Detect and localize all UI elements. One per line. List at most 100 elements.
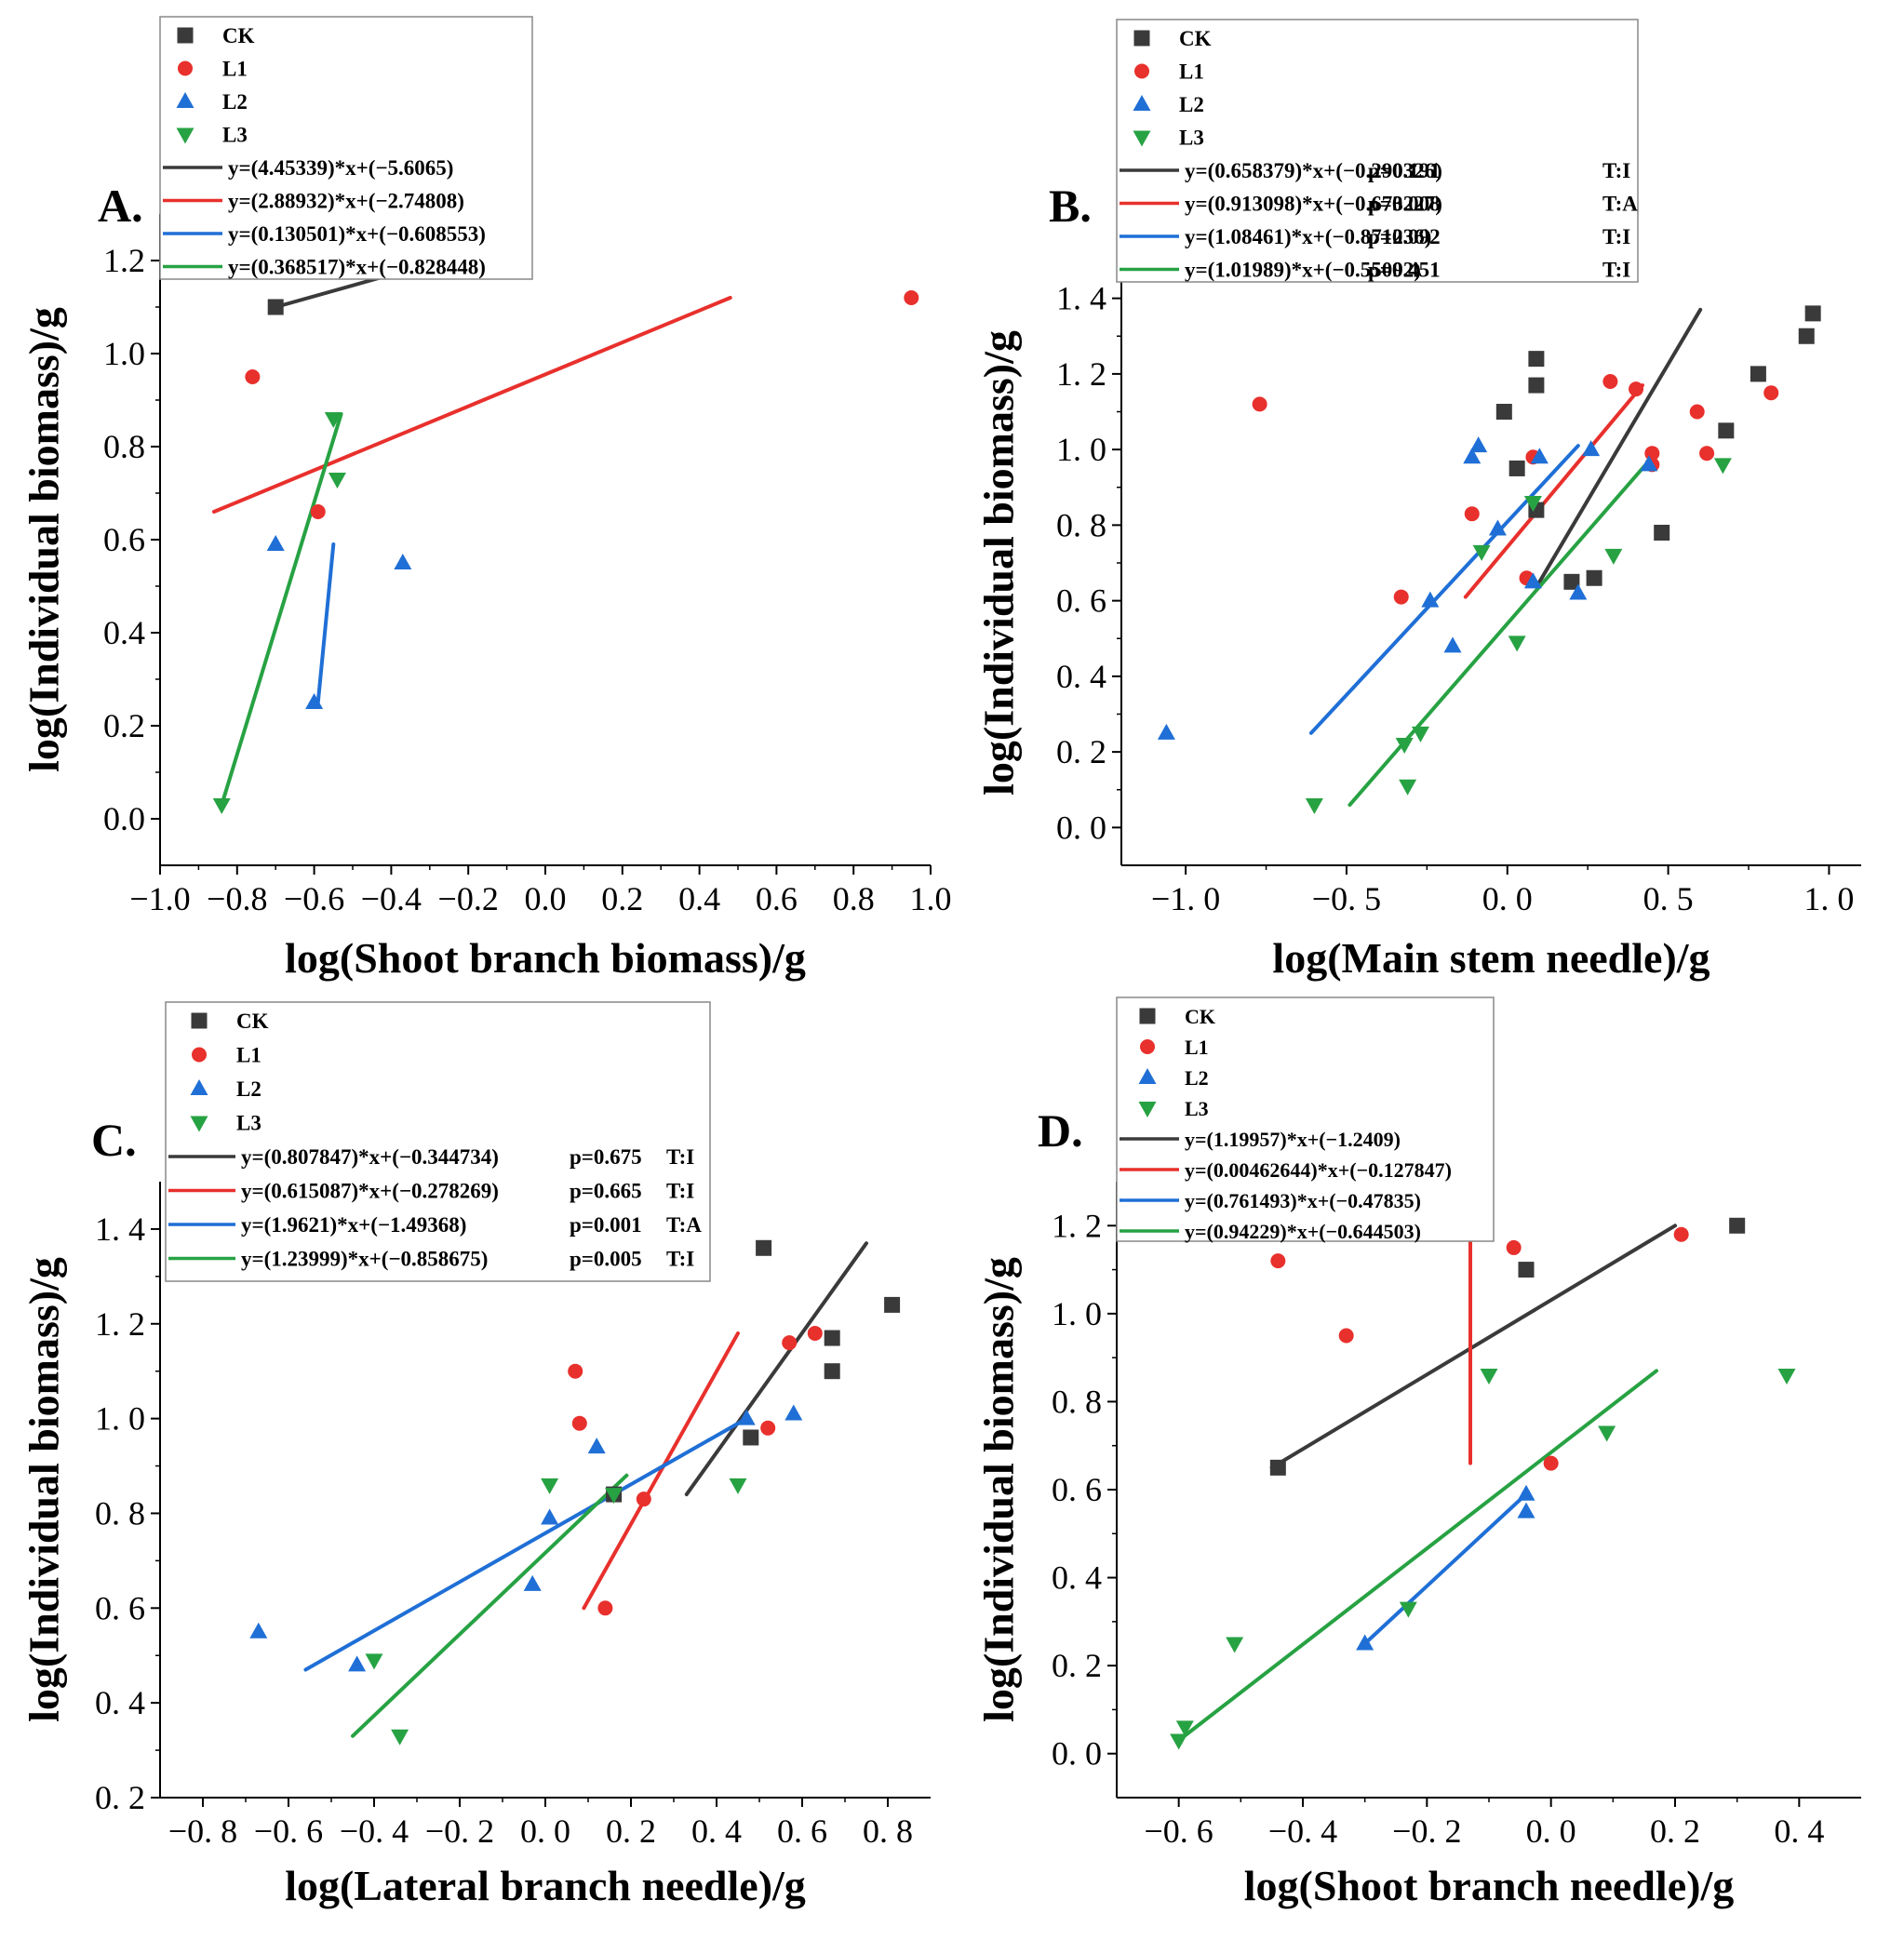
fit-line-l3 bbox=[1176, 1369, 1658, 1743]
data-point bbox=[1763, 385, 1779, 401]
x-tick-label: −0.6 bbox=[284, 880, 344, 917]
x-tick-label: 0. 2 bbox=[1650, 1813, 1700, 1850]
legend: CK L1 L2 L3 y=(4.45339)*x+(−5.6065) y=(2.8893… bbox=[159, 16, 533, 280]
legend-equation: y=(0.761493)*x+(−0.47835) bbox=[1185, 1189, 1421, 1212]
legend-equation: y=(0.368517)*x+(−0.828448) bbox=[228, 256, 486, 279]
x-tick-label: −0. 2 bbox=[425, 1813, 494, 1850]
data-point bbox=[568, 1363, 583, 1379]
legend-label-ck: CK bbox=[1185, 1005, 1215, 1028]
legend-label-ck: CK bbox=[236, 1010, 269, 1033]
legend-marker-l3 bbox=[190, 1116, 208, 1132]
legend-label-l2: L2 bbox=[1185, 1066, 1209, 1090]
legend-marker-l2 bbox=[190, 1079, 208, 1095]
x-tick-label: −0. 4 bbox=[340, 1813, 409, 1850]
y-axis-title: log(Individual biomass)/g bbox=[975, 1257, 1023, 1722]
legend-marker-l1 bbox=[1134, 63, 1149, 79]
data-point bbox=[571, 1415, 587, 1431]
x-tick-label: 0. 5 bbox=[1643, 880, 1694, 917]
data-point bbox=[1569, 583, 1588, 600]
x-tick-label: 1. 0 bbox=[1803, 880, 1854, 917]
legend-test-result: T:I bbox=[666, 1180, 694, 1203]
series-l1 bbox=[568, 1325, 823, 1616]
data-point bbox=[1157, 723, 1175, 740]
data-point bbox=[310, 504, 326, 519]
data-point bbox=[1399, 779, 1417, 796]
x-tick-label: −0. 5 bbox=[1312, 880, 1381, 917]
series-l3 bbox=[365, 1478, 747, 1746]
y-tick-label: 0.8 bbox=[103, 428, 145, 465]
y-tick-label: 0. 6 bbox=[1056, 582, 1106, 620]
data-point bbox=[1530, 448, 1549, 464]
legend-equation: y=(0.130501)*x+(−0.608553) bbox=[228, 222, 486, 246]
legend-label-l1: L1 bbox=[236, 1044, 261, 1067]
x-tick-label: −1.0 bbox=[129, 880, 190, 917]
legend: CK L1 L2 L3 y=(0.807847)*x+(−0.344734) p=0.67… bbox=[165, 1001, 711, 1282]
legend-equation: y=(0.913098)*x+(−0.673227) bbox=[1185, 193, 1442, 216]
data-point bbox=[1798, 328, 1815, 344]
data-point bbox=[1586, 569, 1602, 586]
legend-test-result: T:A bbox=[1602, 193, 1638, 216]
data-point bbox=[1673, 1226, 1689, 1242]
chart-panel-4: −0. 6 −0. 4 −0. 2 0. 0 0. 2 0. 4 0. 0 0. 2 0. 4 0… bbox=[975, 997, 1861, 1909]
y-tick-label: 0. 8 bbox=[95, 1494, 145, 1532]
data-point bbox=[348, 1655, 367, 1672]
data-point bbox=[1421, 591, 1440, 608]
data-point bbox=[1543, 1455, 1559, 1471]
y-tick-label: 0. 0 bbox=[1056, 809, 1106, 846]
data-point bbox=[636, 1492, 651, 1507]
y-tick-label: 1.0 bbox=[103, 335, 145, 372]
data-point bbox=[1393, 589, 1409, 605]
data-point bbox=[1506, 1239, 1522, 1255]
x-axis-title: log(Main stem needle)/g bbox=[1272, 934, 1710, 982]
fit-line-l1 bbox=[211, 296, 732, 514]
x-tick-label: 0.6 bbox=[756, 880, 798, 917]
legend-equation: y=(2.88932)*x+(−2.74808) bbox=[228, 190, 464, 213]
x-tick-label: 0. 8 bbox=[863, 1813, 913, 1850]
data-point bbox=[391, 1729, 409, 1746]
data-point bbox=[1411, 726, 1429, 742]
y-tick-label: 1. 0 bbox=[1056, 431, 1106, 468]
x-tick-label: 0. 2 bbox=[606, 1813, 656, 1850]
data-point bbox=[1175, 1720, 1194, 1737]
data-point bbox=[1604, 548, 1623, 565]
y-tick-label: 1. 4 bbox=[1056, 280, 1106, 317]
data-point bbox=[1517, 1484, 1535, 1501]
legend-box bbox=[159, 16, 533, 280]
y-tick-label: 0. 6 bbox=[1052, 1471, 1102, 1508]
data-point bbox=[1699, 446, 1715, 461]
legend-label-l3: L3 bbox=[1179, 127, 1204, 150]
x-tick-label: 0. 0 bbox=[1482, 880, 1533, 917]
fit-line-l2 bbox=[303, 1416, 749, 1672]
data-point bbox=[541, 1508, 559, 1525]
legend: CK L1 L2 L3 y=(0.658379)*x+(−0.290326)p=0.19… bbox=[1116, 19, 1639, 283]
series-l3 bbox=[1170, 1369, 1796, 1750]
series-l1 bbox=[1270, 1226, 1689, 1471]
data-point bbox=[1729, 1217, 1746, 1234]
x-tick-label: −1. 0 bbox=[1151, 880, 1220, 917]
x-tick-label: 0.8 bbox=[833, 880, 875, 917]
data-point bbox=[784, 1404, 803, 1421]
legend-equation: y=(1.19957)*x+(−1.2409) bbox=[1185, 1128, 1401, 1151]
data-point bbox=[1395, 738, 1414, 754]
data-point bbox=[394, 554, 412, 569]
x-axis-title: log(Shoot branch biomass)/g bbox=[285, 934, 806, 982]
series-ck bbox=[1269, 1217, 1746, 1476]
fit-line-l3 bbox=[1348, 462, 1648, 807]
legend-marker-ck bbox=[191, 1012, 208, 1029]
data-point bbox=[324, 412, 342, 428]
legend-label-ck: CK bbox=[222, 24, 255, 47]
data-point bbox=[1252, 396, 1267, 412]
fit-line-l3 bbox=[351, 1473, 629, 1738]
y-tick-label: 1.2 bbox=[103, 242, 145, 279]
legend-test-result: T:A bbox=[666, 1213, 702, 1237]
data-point bbox=[328, 473, 346, 488]
series-ck bbox=[1495, 305, 1821, 590]
legend-label-l3: L3 bbox=[222, 124, 248, 147]
y-tick-label: 0.2 bbox=[103, 707, 145, 744]
y-tick-label: 0.4 bbox=[103, 614, 145, 651]
x-tick-label: 0. 4 bbox=[691, 1813, 742, 1850]
y-tick-label: 1. 2 bbox=[1052, 1207, 1102, 1244]
data-point bbox=[1528, 377, 1545, 394]
data-point bbox=[1654, 525, 1670, 541]
legend-equation: y=(0.615087)*x+(−0.278269) bbox=[241, 1180, 499, 1203]
